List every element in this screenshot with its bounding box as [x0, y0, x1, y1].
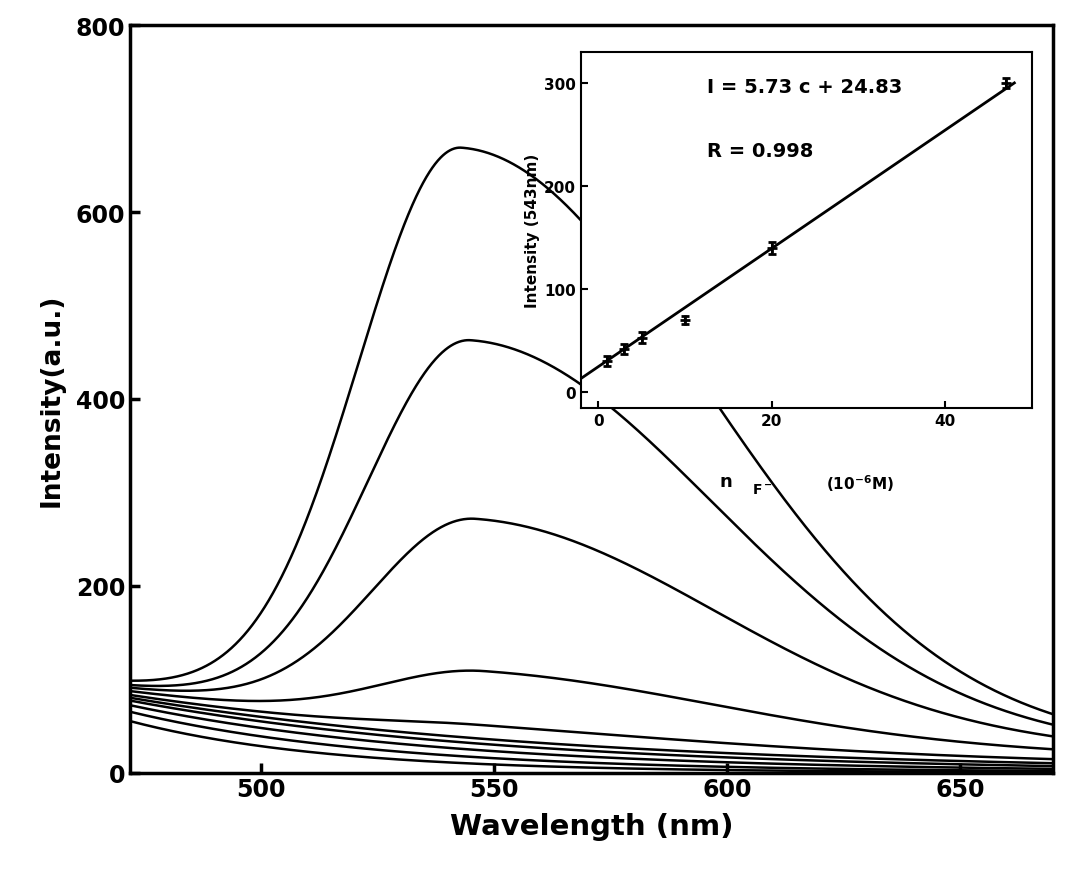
Y-axis label: Intensity(a.u.): Intensity(a.u.): [39, 293, 65, 506]
Y-axis label: Intensity (543nm): Intensity (543nm): [525, 154, 540, 307]
Text: $\mathbf{(10^{-6}M)}$: $\mathbf{(10^{-6}M)}$: [826, 472, 895, 493]
Text: I = 5.73 c + 24.83: I = 5.73 c + 24.83: [707, 77, 902, 97]
X-axis label: Wavelength (nm): Wavelength (nm): [450, 812, 734, 840]
Text: $\mathbf{F^-}$: $\mathbf{F^-}$: [753, 483, 773, 497]
Text: R = 0.998: R = 0.998: [707, 141, 813, 161]
Text: $\mathbf{n}$: $\mathbf{n}$: [719, 472, 732, 490]
